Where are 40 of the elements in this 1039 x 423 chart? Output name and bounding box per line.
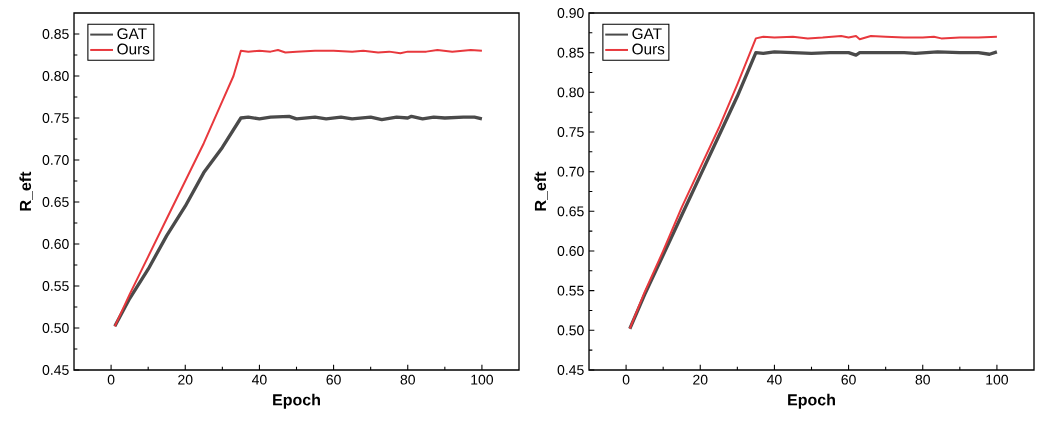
- legend-label: Ours: [632, 43, 665, 55]
- y-tick-label: 0.60: [42, 239, 69, 249]
- legend-label: GAT: [632, 28, 662, 40]
- y-tick-label: 0.55: [42, 281, 69, 291]
- x-tick-label: 80: [400, 374, 415, 385]
- x-tick-label: 40: [766, 374, 782, 385]
- y-tick-label: 0.75: [42, 113, 69, 123]
- y-tick-label: 0.45: [42, 365, 69, 375]
- x-tick-label: 80: [915, 374, 930, 385]
- x-tick-label: 20: [178, 374, 193, 385]
- y-tick-label: 0.80: [557, 87, 584, 98]
- legend-label: GAT: [117, 28, 147, 40]
- x-tick-label: 40: [251, 374, 267, 385]
- x-tick-label: 0: [622, 374, 630, 385]
- x-tick-label: 20: [693, 374, 708, 385]
- x-tick-label: 60: [326, 374, 341, 385]
- y-tick-label: 0.65: [557, 206, 584, 217]
- x-tick-label: 100: [986, 374, 1009, 385]
- y-tick-label: 0.85: [557, 47, 584, 58]
- y-tick-label: 0.85: [42, 29, 69, 39]
- y-axis-title: R_eft: [534, 171, 548, 211]
- y-tick-label: 0.80: [42, 71, 69, 81]
- y-tick-label: 0.65: [42, 197, 69, 207]
- x-tick-label: 0: [107, 374, 115, 385]
- x-axis-title: Epoch: [273, 393, 320, 409]
- y-tick-label: 0.50: [42, 323, 69, 333]
- y-tick-label: 0.60: [557, 246, 584, 256]
- y-tick-label: 0.55: [557, 285, 584, 296]
- line-series: [113, 114, 484, 328]
- x-tick-label: 60: [841, 374, 856, 385]
- legend-label: Ours: [117, 43, 150, 55]
- y-tick-label: 0.50: [557, 325, 584, 336]
- x-tick-label: 100: [471, 374, 494, 385]
- y-tick-label: 0.70: [42, 155, 69, 165]
- x-axis-title: Epoch: [788, 393, 835, 409]
- y-axis-title: R_eft: [19, 171, 33, 211]
- y-tick-label: 0.45: [557, 365, 584, 375]
- y-tick-label: 0.75: [557, 127, 584, 137]
- y-tick-label: 0.90: [557, 8, 584, 18]
- y-tick-label: 0.70: [557, 166, 584, 177]
